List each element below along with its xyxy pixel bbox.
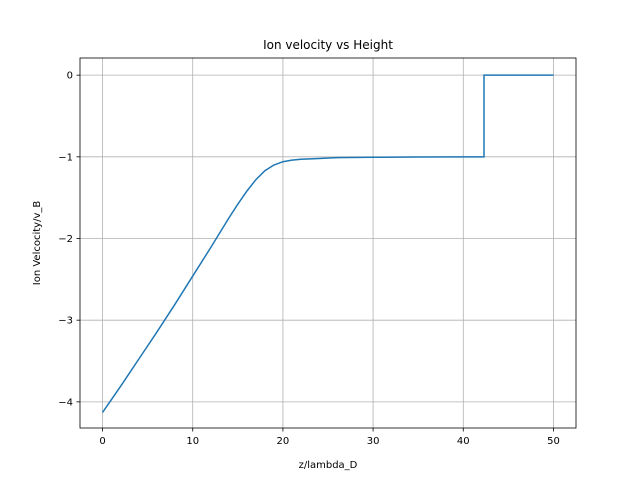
plot-frame <box>79 57 577 429</box>
x-axis-label: z/lambda_D <box>299 460 358 471</box>
x-tick-label: 40 <box>457 436 470 447</box>
y-tick-label: −3 <box>58 316 73 327</box>
x-tick-label: 30 <box>367 436 380 447</box>
x-tick-label: 0 <box>99 436 105 447</box>
y-axis-label: Ion Velcocity/v_B <box>32 201 43 286</box>
x-tick-label: 10 <box>186 436 199 447</box>
y-tick-label: −1 <box>58 152 73 163</box>
grid <box>80 58 576 428</box>
ticks: 0 10 20 30 40 50 0 −1 −2 −3 −4 <box>58 71 560 447</box>
plot-area <box>80 58 576 428</box>
series-line <box>101 74 554 413</box>
y-tick-label: −2 <box>58 234 73 245</box>
x-tick-label: 20 <box>277 436 290 447</box>
chart-title: Ion velocity vs Height <box>263 38 393 52</box>
x-tick-label: 50 <box>547 436 560 447</box>
y-tick-label: −4 <box>58 397 73 408</box>
y-tick-label: 0 <box>67 71 73 82</box>
